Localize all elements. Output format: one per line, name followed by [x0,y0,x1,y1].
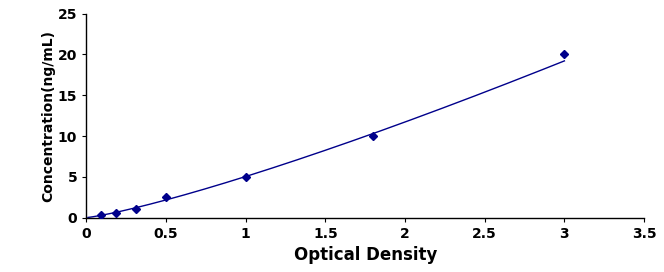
X-axis label: Optical Density: Optical Density [293,246,437,264]
Y-axis label: Concentration(ng/mL): Concentration(ng/mL) [41,30,55,202]
